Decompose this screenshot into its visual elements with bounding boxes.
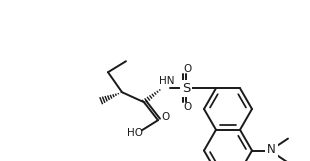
Text: S: S — [182, 82, 190, 95]
Text: HO: HO — [127, 128, 143, 138]
Text: O: O — [183, 102, 191, 112]
Text: N: N — [267, 143, 275, 156]
Text: O: O — [161, 112, 169, 122]
Text: O: O — [183, 64, 191, 74]
Text: HN: HN — [159, 76, 175, 86]
